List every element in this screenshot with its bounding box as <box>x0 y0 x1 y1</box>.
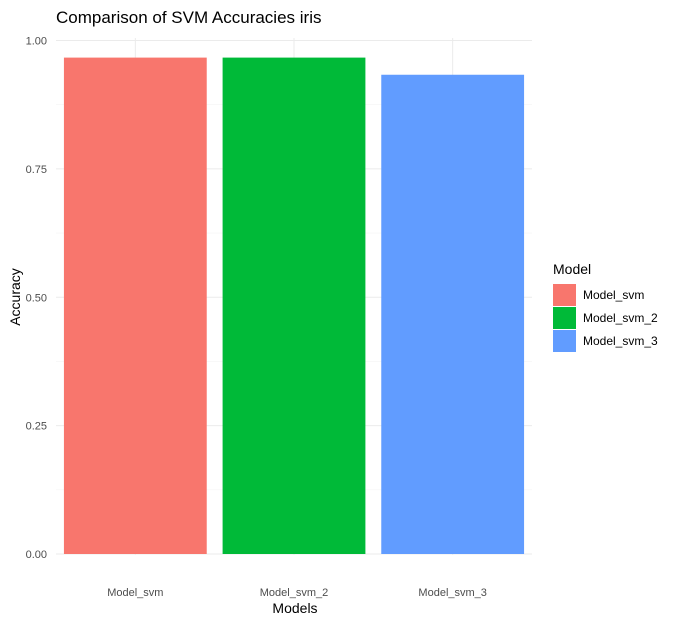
x-axis-title: Models <box>272 600 317 616</box>
y-tick-label: 0.00 <box>26 549 47 561</box>
x-tick-label: Model_svm_3 <box>418 587 486 599</box>
y-tick-label: 0.25 <box>26 421 47 433</box>
y-tick-label: 0.75 <box>26 164 47 176</box>
y-axis-title: Accuracy <box>7 268 23 326</box>
chart-title: Comparison of SVM Accuracies iris <box>56 8 321 27</box>
bar-model-svm <box>63 57 207 554</box>
x-axis-ticks: Model_svm Model_svm_2 Model_svm_3 <box>107 587 487 599</box>
y-tick-label: 0.50 <box>26 292 47 304</box>
y-axis-ticks: 0.00 0.25 0.50 0.75 1.00 <box>26 36 47 562</box>
bar-model-svm-3 <box>381 74 525 554</box>
legend-swatch <box>553 284 576 306</box>
y-tick-label: 1.00 <box>26 36 47 48</box>
legend-label: Model_svm_2 <box>583 311 658 325</box>
legend-label: Model_svm_3 <box>583 334 658 348</box>
x-tick-label: Model_svm <box>107 587 163 599</box>
legend-swatch <box>553 307 576 329</box>
legend-title: Model <box>553 261 591 277</box>
legend-label: Model_svm <box>583 288 644 302</box>
legend: Model Model_svm Model_svm_2 Model_svm_3 <box>553 261 658 352</box>
x-tick-label: Model_svm_2 <box>260 587 328 599</box>
bars <box>63 57 525 554</box>
bar-model-svm-2 <box>222 57 366 554</box>
legend-swatch <box>553 330 576 352</box>
